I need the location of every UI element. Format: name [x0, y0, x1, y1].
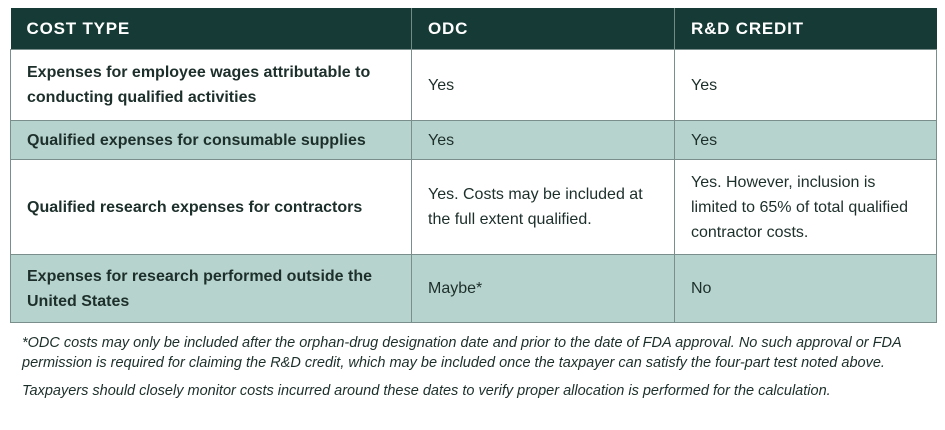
- header-cost-type: COST TYPE: [10, 8, 412, 50]
- table-row: Qualified expenses for consumable suppli…: [10, 120, 937, 160]
- table-row: Expenses for research performed outside …: [10, 254, 937, 323]
- footnote: *ODC costs may only be included after th…: [22, 335, 902, 371]
- table-header-row: COST TYPE ODC R&D CREDIT: [10, 8, 937, 50]
- rd-credit-cell: Yes: [674, 49, 937, 121]
- odc-cell: Yes: [411, 120, 675, 160]
- table-row: Qualified research expenses for contract…: [10, 159, 937, 255]
- advice-note: Taxpayers should closely monitor costs i…: [22, 383, 831, 399]
- odc-cell: Maybe*: [411, 254, 675, 323]
- table-row: Expenses for employee wages attributable…: [10, 49, 937, 121]
- cost-type-cell: Expenses for research performed outside …: [10, 254, 412, 323]
- rd-credit-cell: Yes: [674, 120, 937, 160]
- table-notes: *ODC costs may only be included after th…: [22, 333, 927, 401]
- rd-credit-cell: No: [674, 254, 937, 323]
- odc-cell: Yes: [411, 49, 675, 121]
- cost-comparison-table: COST TYPE ODC R&D CREDIT Expenses for em…: [10, 8, 937, 323]
- header-rd-credit: R&D CREDIT: [674, 8, 937, 50]
- rd-credit-cell: Yes. However, inclusion is limited to 65…: [674, 159, 937, 255]
- odc-cell: Yes. Costs may be included at the full e…: [411, 159, 675, 255]
- cost-type-cell: Expenses for employee wages attributable…: [10, 49, 412, 121]
- cost-type-cell: Qualified research expenses for contract…: [10, 159, 412, 255]
- header-odc: ODC: [411, 8, 675, 50]
- cost-type-cell: Qualified expenses for consumable suppli…: [10, 120, 412, 160]
